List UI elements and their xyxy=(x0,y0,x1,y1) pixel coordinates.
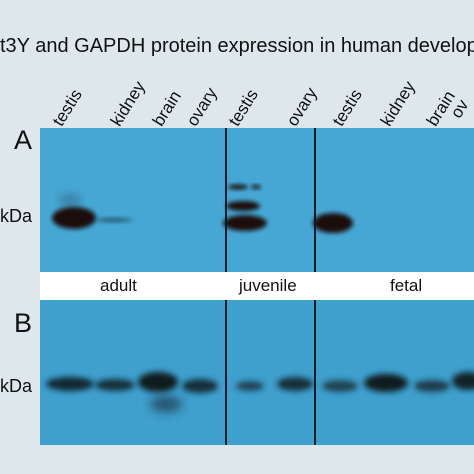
gapdh-band-juvenile-ovary xyxy=(277,377,313,391)
gapdh-band-juvenile-testis xyxy=(236,381,264,391)
band-juvenile-testis-main xyxy=(223,215,267,231)
lane-label-testis-fetal: testis xyxy=(328,85,366,130)
gapdh-band-fetal-kidney xyxy=(364,374,408,392)
band-fetal-testis xyxy=(313,213,353,233)
blot-panel-a xyxy=(40,128,474,272)
group-label-adult: adult xyxy=(100,276,137,295)
gapdh-band-fetal-brain xyxy=(414,380,450,392)
blot-panel-b xyxy=(40,300,474,445)
lane-label-testis-juvenile: testis xyxy=(224,85,262,130)
band-juvenile-testis-upper-right xyxy=(251,185,261,189)
gapdh-band-adult-brain-lower xyxy=(150,396,182,412)
divider-adult-juvenile-b xyxy=(225,300,227,445)
divider-juvenile-fetal-a xyxy=(314,128,316,272)
band-adult-kidney-faint xyxy=(96,218,132,222)
band-adult-testis-smear xyxy=(58,193,82,207)
figure-title: t3Y and GAPDH protein expression in huma… xyxy=(0,35,474,57)
lane-label-testis-adult: testis xyxy=(48,85,86,130)
gapdh-band-adult-testis xyxy=(46,377,94,391)
gapdh-band-adult-kidney xyxy=(95,379,135,391)
lane-label-kidney-fetal: kidney xyxy=(376,77,419,130)
lane-label-ovary-juvenile: ovary xyxy=(282,84,321,130)
gapdh-band-adult-brain xyxy=(138,372,178,392)
group-label-strip: adult juvenile fetal xyxy=(40,272,474,300)
group-label-fetal: fetal xyxy=(390,276,423,295)
gapdh-band-adult-ovary xyxy=(182,379,218,393)
panel-a-marker: kDa xyxy=(0,206,33,226)
band-adult-testis xyxy=(52,207,96,229)
panel-a-letter: A xyxy=(14,125,33,155)
divider-juvenile-fetal-b xyxy=(314,300,316,445)
divider-adult-juvenile-a xyxy=(225,128,227,272)
lane-label-brain-adult: brain xyxy=(148,87,185,130)
panel-b-letter: B xyxy=(14,308,33,338)
lane-label-ovary-adult: ovary xyxy=(182,84,221,130)
group-label-juvenile: juvenile xyxy=(239,276,297,295)
blot-panel-a-bands xyxy=(52,184,353,233)
gapdh-band-fetal-testis xyxy=(322,380,358,392)
blot-panel-b-bands xyxy=(46,372,474,412)
panel-b-marker: kDa xyxy=(0,376,33,396)
band-juvenile-testis-middle xyxy=(226,201,260,211)
gapdh-band-fetal-ovary xyxy=(452,372,474,390)
lane-label-kidney-adult: kidney xyxy=(106,77,149,130)
band-juvenile-testis-upper xyxy=(228,184,248,190)
